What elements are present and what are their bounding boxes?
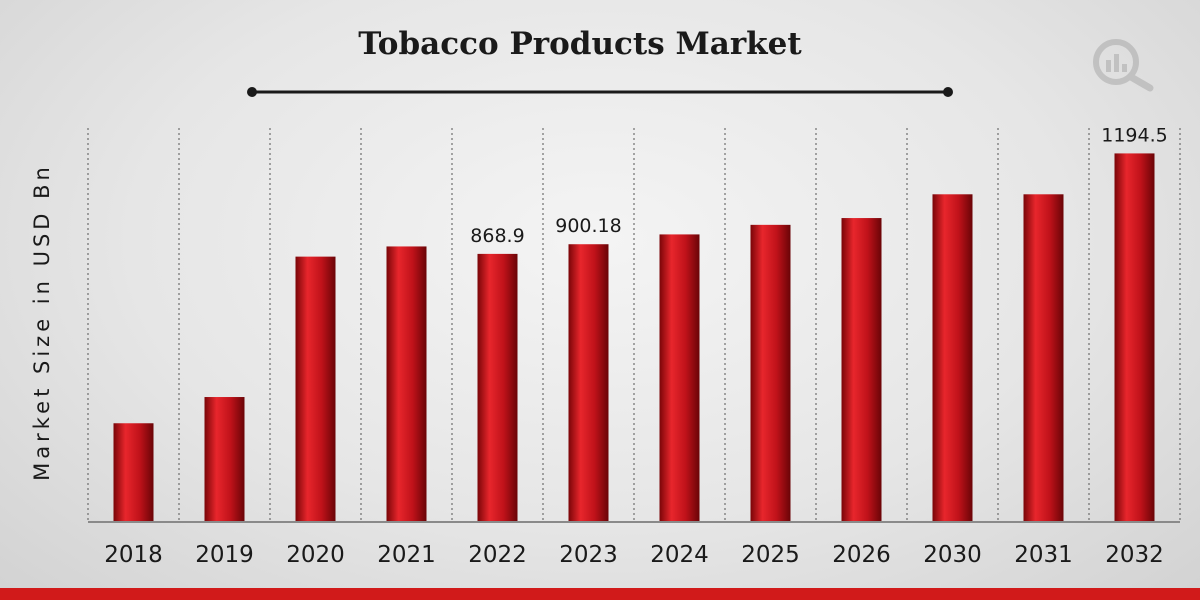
data-label-2023: 900.18: [555, 215, 621, 237]
bars: [113, 153, 1155, 523]
bar-2032: [1114, 153, 1155, 522]
bar-2025: [750, 224, 791, 523]
x-tick-2025: 2025: [741, 542, 800, 568]
bar-2023: [568, 244, 609, 523]
bar-2030: [932, 194, 973, 522]
x-tick-2019: 2019: [195, 542, 254, 568]
title-underline: [247, 87, 953, 97]
data-label-2032: 1194.5: [1101, 124, 1167, 146]
chart-title: Tobacco Products Market: [358, 26, 802, 62]
x-tick-2026: 2026: [832, 542, 891, 568]
x-tick-labels: 2018 2019 2020 2021 2022 2023 2024 2025 2026 2030…: [104, 542, 1164, 568]
data-labels: 868.9 900.18 1194.5: [470, 124, 1167, 246]
magnifier-chart-icon: [1093, 39, 1154, 92]
x-tick-2031: 2031: [1014, 542, 1073, 568]
bar-2018: [113, 423, 154, 522]
bar-2021: [386, 246, 427, 522]
y-axis-label: Market Size in USD Bn: [30, 163, 54, 481]
x-tick-2030: 2030: [923, 542, 982, 568]
bar-2019: [204, 397, 245, 522]
bar-2020: [295, 256, 336, 522]
bar-2026: [841, 218, 882, 523]
bar-2031: [1023, 194, 1064, 522]
data-label-2022: 868.9: [470, 225, 524, 247]
bar-2024: [659, 234, 700, 522]
bottom-accent-band: [0, 588, 1200, 600]
x-tick-2021: 2021: [377, 542, 436, 568]
x-tick-2018: 2018: [104, 542, 163, 568]
x-tick-2022: 2022: [468, 542, 527, 568]
x-tick-2020: 2020: [286, 542, 345, 568]
x-tick-2024: 2024: [650, 542, 709, 568]
grid-separators: [87, 128, 1181, 522]
x-tick-2023: 2023: [559, 542, 618, 568]
x-tick-2032: 2032: [1105, 542, 1164, 568]
bar-2022: [477, 253, 518, 523]
